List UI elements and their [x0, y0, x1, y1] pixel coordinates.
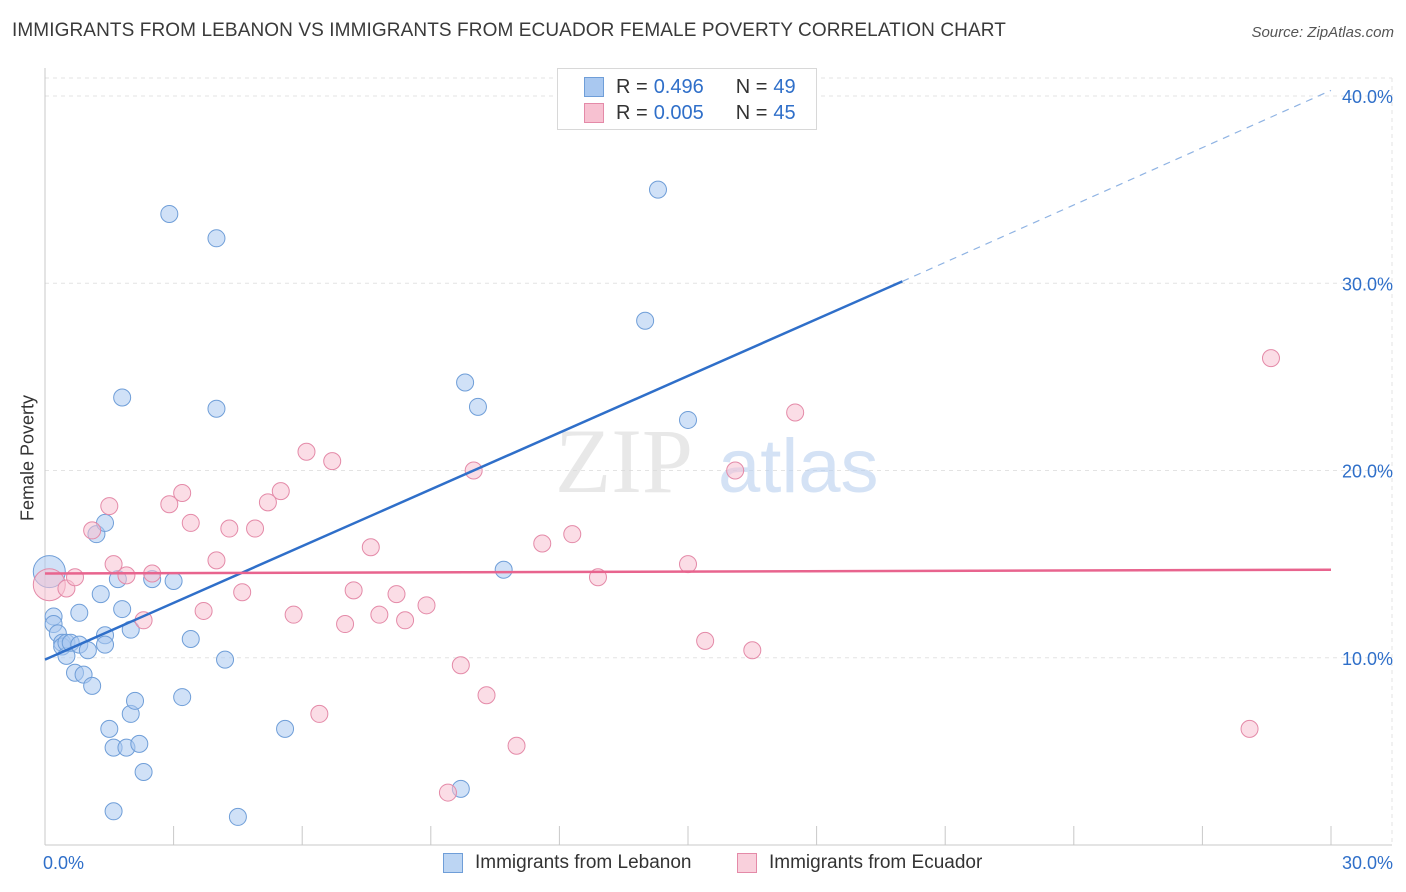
r-value-lebanon: 0.496 — [653, 75, 704, 98]
point-ecuador-2 — [66, 568, 85, 587]
x-tick-label-max: 30.0% — [1342, 853, 1393, 873]
point-lebanon-35 — [173, 688, 192, 707]
point-ecuador-19 — [284, 605, 303, 624]
y-tick-label-10: 10.0% — [1342, 649, 1393, 669]
legend-swatch-ecuador — [584, 103, 604, 123]
n-value-ecuador: 45 — [773, 101, 796, 124]
legend-label-lebanon: Immigrants from Lebanon — [475, 852, 692, 873]
point-ecuador-23 — [336, 615, 355, 634]
point-lebanon-14 — [83, 676, 102, 695]
point-lebanon-36 — [181, 630, 200, 649]
point-ecuador-9 — [160, 495, 179, 514]
r-value-ecuador: 0.005 — [653, 101, 704, 124]
y-axis-label: Female Poverty — [17, 394, 38, 522]
n-label: N = — [735, 101, 768, 124]
point-lebanon-25 — [113, 388, 132, 407]
legend-swatch-lebanon — [443, 853, 463, 873]
point-lebanon-40 — [228, 807, 247, 826]
x-tick-label-min: 0.0% — [43, 853, 84, 873]
point-ecuador-14 — [220, 519, 239, 538]
point-ecuador-41 — [743, 641, 762, 660]
watermark-atlas: atlas — [718, 424, 879, 509]
point-ecuador-38 — [679, 555, 697, 574]
legend-swatch-ecuador — [737, 853, 757, 873]
point-lebanon-48 — [679, 410, 697, 429]
r-label: R = — [616, 75, 648, 98]
point-ecuador-6 — [117, 566, 136, 585]
legend-item-ecuador[interactable]: Immigrants from Ecuador — [737, 852, 982, 874]
point-ecuador-29 — [417, 596, 436, 615]
watermark-zip: ZIP — [555, 410, 693, 512]
point-ecuador-44 — [1261, 349, 1280, 368]
legend-item-lebanon[interactable]: Immigrants from Lebanon — [443, 852, 692, 874]
point-lebanon-46 — [636, 311, 655, 330]
point-lebanon-47 — [648, 180, 667, 199]
y-tick-label-20: 20.0% — [1342, 462, 1393, 482]
point-ecuador-17 — [258, 493, 277, 512]
point-lebanon-22 — [104, 802, 123, 821]
point-lebanon-41 — [276, 719, 295, 738]
point-lebanon-30 — [130, 734, 149, 753]
point-lebanon-33 — [160, 204, 179, 223]
point-ecuador-3 — [83, 521, 102, 540]
point-ecuador-13 — [207, 551, 226, 570]
point-ecuador-31 — [451, 656, 470, 675]
y-tick-label-40: 40.0% — [1342, 87, 1393, 107]
trend-line-lebanon-extension — [902, 89, 1332, 282]
point-ecuador-11 — [181, 513, 200, 532]
point-lebanon-16 — [91, 585, 110, 604]
point-ecuador-26 — [370, 605, 389, 624]
stats-legend-row-lebanon: R = 0.496 N = 49 — [584, 75, 796, 99]
point-lebanon-31 — [134, 762, 153, 781]
point-ecuador-24 — [344, 581, 363, 600]
stats-legend-row-ecuador: R = 0.005 N = 45 — [584, 101, 796, 125]
point-lebanon-45 — [494, 560, 513, 579]
point-lebanon-24 — [113, 600, 132, 619]
point-ecuador-33 — [477, 686, 496, 705]
legend-label-ecuador: Immigrants from Ecuador — [769, 852, 983, 873]
point-lebanon-11 — [70, 603, 89, 622]
point-lebanon-39 — [216, 650, 235, 669]
trend-line-lebanon — [44, 280, 903, 661]
point-ecuador-30 — [438, 783, 457, 802]
legend-swatch-lebanon — [584, 77, 604, 97]
trend-line-ecuador — [44, 568, 1332, 575]
point-ecuador-28 — [396, 611, 415, 630]
point-lebanon-18 — [96, 635, 115, 654]
chart-title: IMMIGRANTS FROM LEBANON VS IMMIGRANTS FR… — [12, 20, 1006, 41]
r-label: R = — [616, 101, 648, 124]
point-ecuador-40 — [726, 461, 745, 480]
point-ecuador-42 — [786, 403, 805, 422]
point-lebanon-43 — [456, 373, 475, 392]
point-ecuador-34 — [507, 736, 526, 755]
point-lebanon-38 — [207, 399, 226, 418]
point-ecuador-39 — [696, 631, 715, 650]
point-ecuador-18 — [271, 482, 290, 501]
point-lebanon-20 — [100, 719, 119, 738]
series-legend: Immigrants from Lebanon Immigrants from … — [0, 852, 1406, 878]
point-lebanon-29 — [126, 691, 145, 710]
point-ecuador-36 — [563, 525, 582, 544]
point-ecuador-10 — [173, 483, 192, 502]
point-lebanon-34 — [164, 571, 183, 590]
point-ecuador-21 — [310, 704, 329, 723]
n-value-lebanon: 49 — [773, 75, 796, 98]
stats-legend: R = 0.496 N = 49 R = 0.005 N = 45 — [557, 68, 817, 130]
point-ecuador-15 — [233, 583, 252, 602]
point-ecuador-43 — [1240, 719, 1259, 738]
point-ecuador-12 — [194, 601, 213, 620]
point-ecuador-25 — [361, 538, 380, 557]
point-lebanon-44 — [468, 397, 487, 416]
y-tick-label-30: 30.0% — [1342, 274, 1393, 294]
point-ecuador-4 — [100, 497, 119, 516]
source-credit: Source: ZipAtlas.com — [1251, 24, 1394, 41]
point-ecuador-27 — [387, 585, 406, 604]
point-ecuador-16 — [246, 519, 265, 538]
point-lebanon-37 — [207, 229, 226, 248]
point-ecuador-35 — [533, 534, 552, 553]
n-label: N = — [735, 75, 768, 98]
point-ecuador-20 — [297, 442, 316, 461]
point-ecuador-22 — [323, 452, 342, 471]
